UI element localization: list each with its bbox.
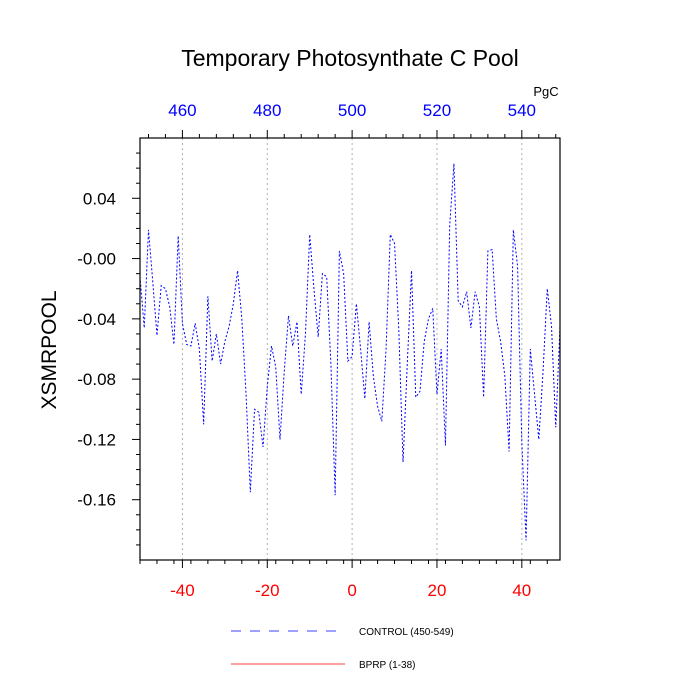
top-tick-label: 500 xyxy=(338,101,366,120)
bottom-tick-label: -40 xyxy=(170,581,195,600)
bottom-tick-label: 0 xyxy=(347,581,356,600)
top-tick-label: 480 xyxy=(253,101,281,120)
y-tick-label: -0.00 xyxy=(77,250,116,269)
y-tick-label: -0.16 xyxy=(77,491,116,510)
legend-entry-label: BPRP (1-38) xyxy=(359,660,416,671)
legend: CONTROL (450-549) BPRP (1-38) xyxy=(231,627,454,671)
y-tick-label: -0.04 xyxy=(77,310,116,329)
vertical-gridlines xyxy=(181,138,523,560)
y-tick-label: 0.04 xyxy=(83,189,116,208)
top-axis-unit-label: PgC xyxy=(533,84,558,99)
top-tick-label: 520 xyxy=(423,101,451,120)
y-axis-label: XSMRPOOL xyxy=(38,290,61,409)
top-tick-label: 460 xyxy=(168,101,196,120)
y-tick-label: -0.12 xyxy=(77,430,116,449)
top-tick-label: 540 xyxy=(508,101,536,120)
bottom-tick-label: -20 xyxy=(255,581,280,600)
bottom-tick-label: 20 xyxy=(428,581,447,600)
legend-entry-label: CONTROL (450-549) xyxy=(359,627,454,638)
y-tick-label: -0.08 xyxy=(77,370,116,389)
axes: -40 -20 0 20 40 460 480 500 520 540 0.04 -0.00 -0.04… xyxy=(77,101,561,600)
chart-title: Temporary Photosynthate C Pool xyxy=(181,45,519,71)
bottom-tick-label: 40 xyxy=(512,581,531,600)
